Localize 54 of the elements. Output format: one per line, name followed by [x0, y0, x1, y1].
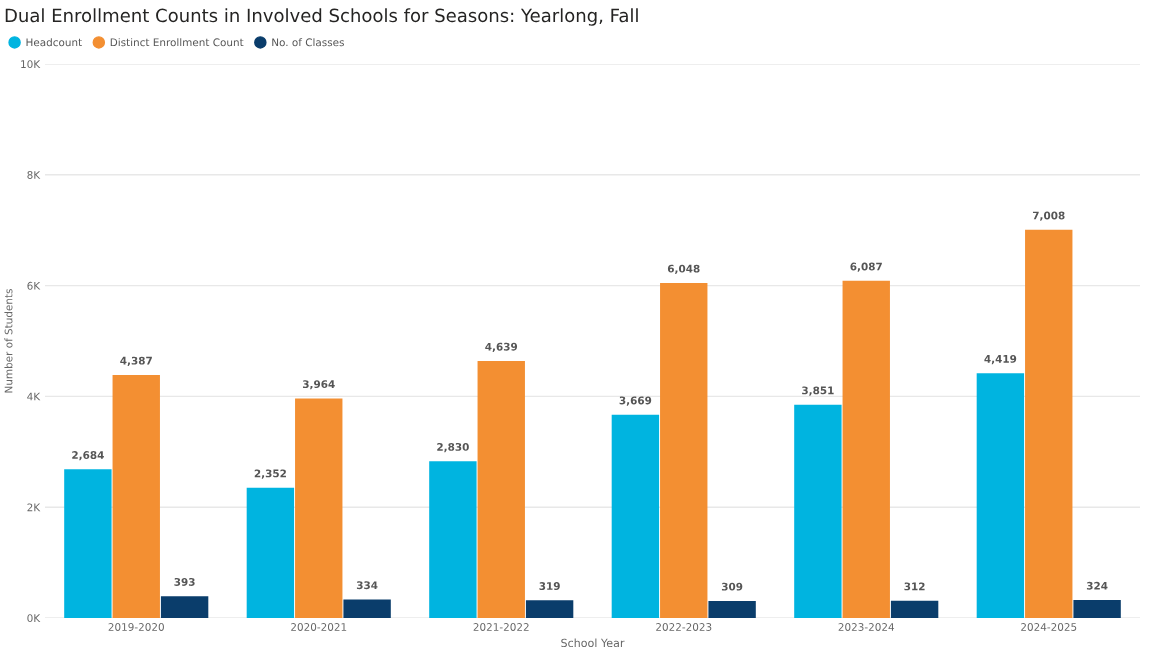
x-tick-label: 2019-2020: [108, 623, 164, 631]
x-tick-label: 2020-2021: [291, 623, 347, 631]
y-tick-label: 0K: [27, 614, 41, 623]
bar: [160, 596, 209, 618]
bar: [794, 404, 842, 618]
bar: [1073, 600, 1121, 618]
bar: [112, 374, 160, 618]
y-tick-label: 4K: [27, 392, 41, 401]
x-tick-label: 2022-2023: [656, 623, 712, 631]
y-tick-label: 10K: [21, 60, 41, 69]
data-label: 4,639: [485, 342, 518, 352]
bar: [343, 599, 391, 618]
data-label: 309: [721, 582, 743, 591]
data-label: 319: [539, 582, 560, 590]
data-label: 7,008: [1032, 211, 1065, 221]
data-label: 2,352: [254, 469, 286, 479]
data-label: 324: [1086, 581, 1108, 590]
data-label: 3,669: [619, 396, 652, 406]
x-tick-label: 2021-2022: [473, 623, 529, 631]
data-label: 6,048: [667, 264, 700, 274]
data-label: 2,684: [72, 451, 104, 461]
legend-label: Headcount: [26, 38, 82, 47]
x-tick-label: 2023-2024: [838, 623, 895, 631]
data-label: 6,087: [850, 262, 882, 272]
bar: [477, 361, 525, 618]
bar: [1025, 229, 1073, 618]
bar: [611, 414, 660, 618]
data-label: 3,964: [302, 380, 335, 390]
bar: [660, 282, 708, 618]
chart-title: Dual Enrollment Counts in Involved Schools for Seasons: Yearlong, Fall: [5, 8, 638, 26]
bar: [890, 600, 939, 618]
bar: [246, 487, 295, 618]
bar: [708, 600, 756, 618]
bar: [429, 461, 477, 618]
bar: [525, 600, 574, 618]
x-axis-title: School Year: [561, 638, 625, 648]
y-axis-title: Number of Students: [4, 289, 13, 393]
bar: [842, 280, 890, 618]
y-tick-label: 8K: [27, 171, 41, 179]
legend-label: No. of Classes: [272, 38, 344, 47]
data-label: 4,419: [984, 354, 1017, 365]
data-label: 334: [356, 581, 378, 590]
data-label: 312: [904, 582, 925, 591]
data-label: 2,830: [437, 442, 469, 453]
legend-label: Distinct Enrollment Count: [110, 38, 244, 47]
x-tick-label: 2024-2025: [1021, 623, 1077, 631]
y-tick-label: 2K: [27, 503, 41, 512]
bar: [64, 469, 112, 618]
data-label: 393: [174, 578, 195, 586]
data-label: 3,851: [802, 386, 834, 396]
data-label: 4,387: [120, 356, 152, 366]
bar: [976, 373, 1025, 618]
bar: [295, 398, 343, 618]
y-tick-label: 6K: [27, 281, 41, 290]
